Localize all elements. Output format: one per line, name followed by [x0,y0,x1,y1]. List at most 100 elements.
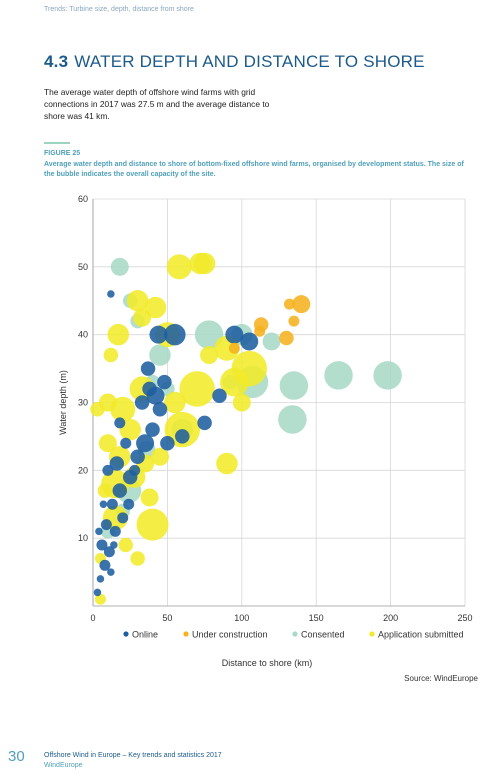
application-submitted-bubble [216,452,238,475]
online-bubble [240,332,259,351]
footer-title: Offshore Wind in Europe – Key trends and… [44,752,222,759]
consented-bubble [324,361,353,390]
application-submitted-bubble [220,367,249,397]
under-construction-bubble [283,298,295,310]
legend-swatch-online [123,631,129,637]
application-submitted-bubble [200,346,219,365]
legend-label-under-construction: Under construction [192,630,268,640]
section-title: 4.3 WATER DEPTH AND DISTANCE TO SHORE [44,52,425,72]
y-tick-label: 60 [78,194,88,204]
online-bubble [142,381,157,397]
application-submitted-bubble [94,553,106,565]
online-bubble [120,437,132,449]
y-tick-label: 20 [78,465,88,475]
legend-swatch-application-submitted [369,631,375,637]
online-bubble [96,539,108,551]
y-axis-title: Water depth (m) [58,370,68,435]
application-submitted-bubble [98,393,117,412]
online-bubble [134,395,150,410]
online-bubble [175,429,190,444]
online-bubble [117,512,129,524]
footer-org: WindEurope [44,762,83,769]
consented-bubble [115,503,131,519]
online-bubble [225,325,244,344]
application-submitted-bubble [123,466,146,488]
application-submitted-bubble [94,593,106,605]
y-tick-label: 30 [78,398,88,408]
legend-swatch-consented [292,631,298,637]
legend-label-consented: Consented [301,630,345,640]
under-construction-bubble [254,325,266,337]
application-submitted-bubble [154,322,180,348]
x-tick-label: 100 [234,613,249,623]
application-submitted-bubble [97,483,113,498]
section-title-text: WATER DEPTH AND DISTANCE TO SHORE [74,52,425,71]
application-submitted-bubble [98,434,117,453]
under-construction-bubble [253,317,269,332]
online-bubble [149,325,168,344]
figure-divider [44,142,70,144]
consented-bubble [110,257,129,276]
consented-bubble [278,405,307,434]
page-number: 30 [8,748,25,765]
application-submitted-bubble [193,252,216,275]
application-submitted-bubble [164,411,201,448]
application-submitted-bubble [232,393,251,412]
consented-bubble [222,374,238,390]
consented-bubble [279,371,309,400]
source-note: Source: WindEurope [404,674,478,683]
legend-label-online: Online [132,630,158,640]
consented-bubble [145,374,160,390]
y-tick-label: 50 [78,262,88,272]
online-bubble [114,417,126,429]
consented-bubble [194,320,224,349]
consented-bubble [171,418,194,441]
x-tick-label: 200 [383,613,398,623]
online-bubble [212,388,227,403]
online-bubble [107,568,115,576]
running-head: Trends: Turbine size, depth, distance fr… [44,6,194,13]
application-submitted-bubble [166,254,192,280]
figure-caption: Average water depth and distance to shor… [44,161,464,178]
application-submitted-bubble [136,454,155,473]
online-bubble [130,449,145,465]
figure-label: FIGURE 25 [44,150,81,157]
consented-bubble [130,313,145,329]
section-number: 4.3 [44,52,69,71]
under-construction-bubble [292,295,311,314]
y-tick-label: 40 [78,330,88,340]
under-construction-bubble [228,342,240,354]
application-submitted-bubble [140,488,159,507]
online-bubble [164,323,186,346]
online-bubble [93,588,102,597]
application-submitted-bubble [118,537,133,553]
application-submitted-bubble [214,335,240,361]
x-tick-label: 250 [457,613,472,623]
application-submitted-bubble [136,508,169,541]
online-bubble [197,415,212,431]
consented-bubble [100,524,116,539]
online-bubble [123,498,135,510]
legend-swatch-under-construction [183,631,189,637]
application-submitted-bubble [110,396,136,422]
online-bubble [103,546,115,558]
consented-bubble [149,344,171,366]
consented-bubble [236,366,269,399]
online-bubble [107,290,115,298]
application-submitted-bubble [231,350,267,387]
application-submitted-bubble [164,391,186,414]
online-bubble [157,374,172,390]
consented-bubble [137,440,156,459]
consented-bubble [262,332,281,351]
application-submitted-bubble [150,447,169,466]
application-submitted-bubble [107,323,130,346]
application-submitted-bubble [129,376,155,402]
online-bubble [110,541,118,549]
online-bubble [106,498,118,510]
application-submitted-bubble [90,402,105,417]
application-submitted-bubble [179,371,215,407]
online-bubble [96,575,105,583]
online-bubble [112,483,128,498]
application-submitted-bubble [133,308,152,327]
application-submitted-bubble [119,418,141,441]
